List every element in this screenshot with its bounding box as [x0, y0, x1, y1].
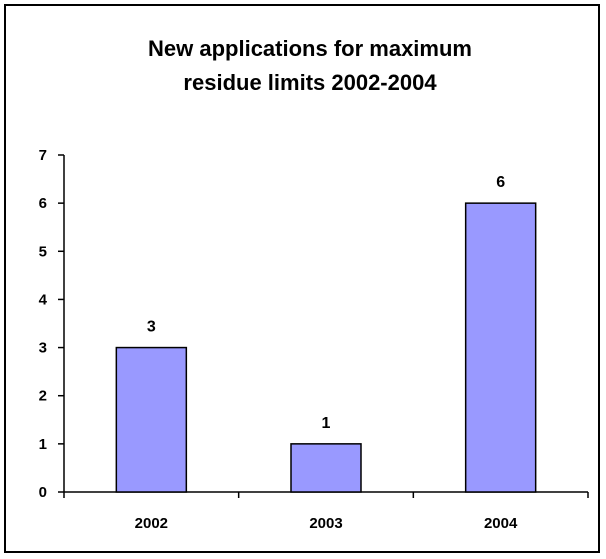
data-label: 3 [147, 319, 156, 336]
y-tick-label: 5 [39, 243, 47, 260]
data-label: 6 [496, 174, 505, 191]
bar-2003 [290, 443, 362, 493]
plot-area: 0 1 2 3 4 5 6 7 3 2002 1 2003 6 2004 [39, 147, 589, 532]
x-category-label: 2004 [484, 515, 518, 532]
y-tick-label: 1 [39, 436, 47, 453]
x-category-label: 2003 [309, 515, 342, 532]
y-tick-label: 2 [39, 388, 47, 405]
bar-2004 [464, 202, 537, 493]
y-tick-label: 3 [39, 340, 47, 357]
y-tick-label: 0 [39, 484, 47, 501]
chart-title-line-2: residue limits 2002-2004 [183, 70, 437, 95]
y-tick-label: 4 [39, 291, 48, 308]
y-tick-label: 6 [39, 195, 47, 212]
y-tick-label: 7 [39, 147, 47, 164]
data-label: 1 [322, 415, 331, 432]
bar-2002 [115, 346, 188, 493]
chart-title-line-1: New applications for maximum [148, 36, 472, 61]
x-category-label: 2002 [135, 515, 168, 532]
